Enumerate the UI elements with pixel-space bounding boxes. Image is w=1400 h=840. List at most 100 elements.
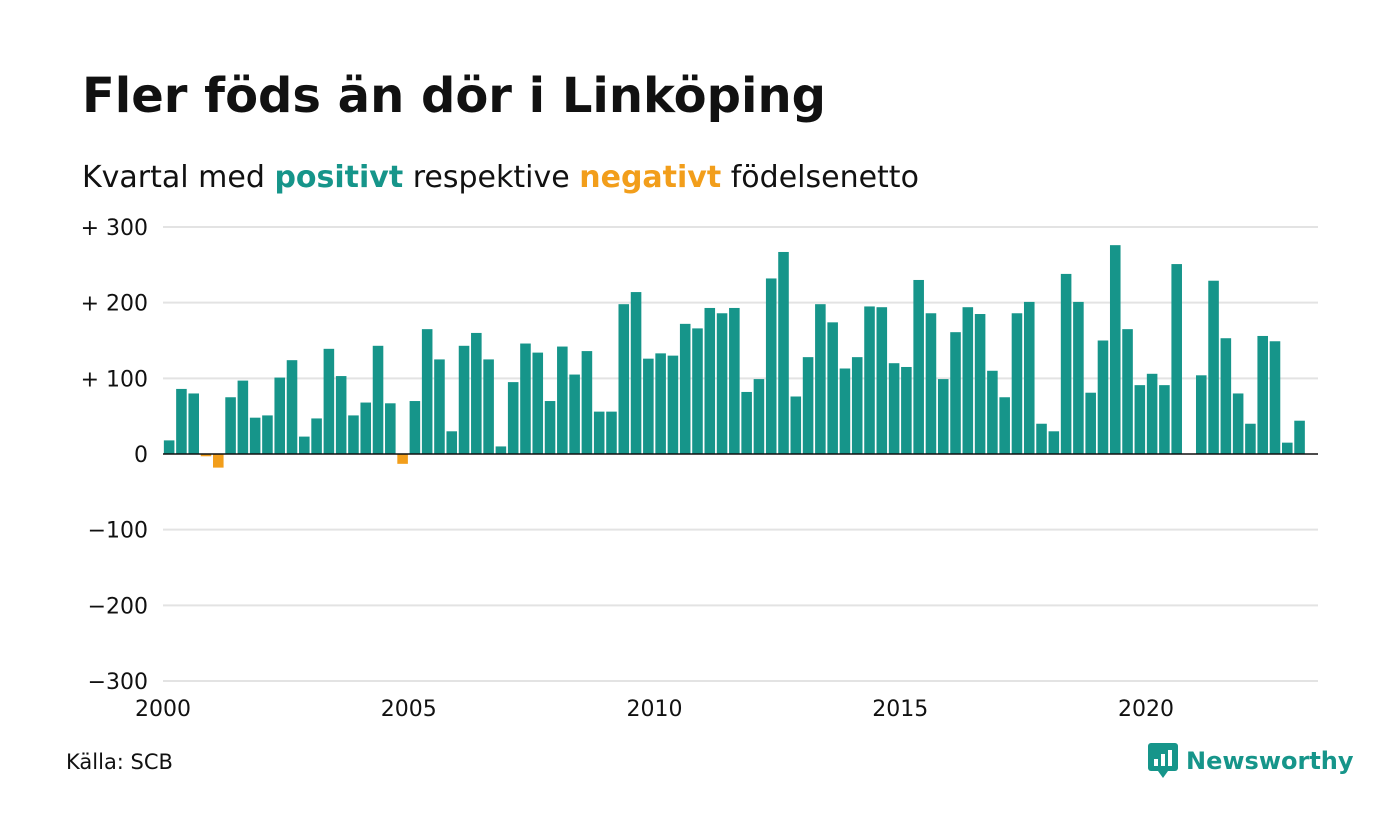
- bar-positive: [655, 353, 666, 454]
- x-tick-label: 2005: [381, 697, 437, 722]
- bar-negative: [213, 454, 224, 468]
- y-tick-label: −100: [88, 519, 148, 544]
- bar-positive: [999, 397, 1010, 454]
- y-tick-label: + 300: [81, 216, 148, 241]
- bar-positive: [987, 370, 998, 454]
- bar-positive: [311, 418, 322, 454]
- bar-positive: [618, 304, 630, 454]
- bar-positive: [888, 363, 900, 454]
- bar-positive: [1134, 385, 1146, 454]
- chart-title: Fler föds än dör i Linköping: [82, 68, 826, 124]
- bar-positive: [1232, 393, 1244, 454]
- bar-positive: [1294, 420, 1305, 454]
- bar-positive: [188, 393, 200, 454]
- bar-positive: [962, 307, 974, 454]
- bar-positive: [237, 380, 249, 454]
- x-tick-label: 2015: [872, 697, 928, 722]
- bar-positive: [569, 374, 580, 454]
- bar-positive: [778, 251, 789, 454]
- bar-positive: [864, 306, 875, 454]
- bar-positive: [1097, 340, 1109, 454]
- bar-positive: [839, 368, 851, 454]
- bar-positive: [716, 313, 728, 454]
- bar-positive: [1208, 280, 1219, 454]
- bar-positive: [163, 440, 175, 454]
- bar-positive: [335, 376, 347, 454]
- y-tick-label: + 200: [81, 292, 148, 317]
- chart-subtitle: Kvartal med positivt respektive negativt…: [82, 160, 919, 195]
- bar-positive: [1023, 301, 1035, 454]
- brand-name: Newsworthy: [1186, 747, 1354, 775]
- bar-positive: [557, 346, 568, 454]
- bar-positive: [323, 348, 335, 454]
- bar-positive: [372, 345, 384, 454]
- bar-positive: [176, 388, 187, 454]
- bar-positive: [815, 304, 826, 454]
- bar-positive: [520, 343, 531, 454]
- bar-positive: [1048, 431, 1060, 454]
- subtitle-text-middle: respektive: [412, 160, 570, 195]
- bar-positive: [827, 322, 838, 454]
- bar-positive: [249, 417, 261, 454]
- bar-positive: [913, 279, 924, 454]
- y-tick-label: 0: [134, 443, 148, 468]
- bar-positive: [458, 345, 470, 454]
- bar-positive: [901, 366, 912, 454]
- bar-positive: [434, 359, 445, 454]
- bar-positive: [1269, 341, 1281, 454]
- bar-positive: [471, 332, 482, 454]
- bar-positive: [225, 397, 236, 454]
- subtitle-negative-label: negativt: [579, 160, 722, 195]
- bar-positive: [937, 379, 949, 454]
- bar-positive: [851, 357, 863, 454]
- subtitle-text-end: födelsenetto: [730, 160, 919, 195]
- bar-positive: [409, 401, 421, 454]
- bar-positive: [1171, 264, 1182, 454]
- bar-positive: [1122, 329, 1133, 454]
- bar-positive: [1195, 375, 1207, 454]
- bar-positive: [1036, 423, 1047, 454]
- bar-positive: [483, 359, 494, 454]
- bar-positive: [679, 323, 691, 454]
- bar-positive: [1109, 245, 1121, 454]
- bar-positive: [593, 411, 605, 454]
- bar-positive: [299, 436, 310, 454]
- bar-positive: [446, 431, 458, 454]
- subtitle-text-start: Kvartal med: [82, 160, 265, 195]
- newsworthy-logo-icon: [1148, 743, 1178, 778]
- bar-positive: [274, 377, 286, 454]
- bar-positive: [1159, 385, 1170, 454]
- bar-positive: [1257, 335, 1268, 454]
- bar-positive: [1073, 301, 1084, 454]
- y-tick-label: −200: [88, 594, 148, 619]
- bar-positive: [704, 307, 716, 454]
- x-tick-label: 2010: [626, 697, 682, 722]
- bar-negative: [200, 454, 212, 457]
- bar-positive: [581, 351, 593, 454]
- bar-positive: [802, 357, 814, 454]
- bar-positive: [741, 391, 752, 454]
- bar-negative: [397, 454, 408, 464]
- bar-positive: [544, 401, 556, 454]
- bar-positive: [667, 355, 679, 454]
- bar-positive: [1220, 338, 1232, 454]
- bar-positive: [950, 332, 961, 454]
- bar-positive: [1281, 442, 1293, 454]
- bar-positive: [643, 358, 654, 454]
- subtitle-positive-label: positivt: [274, 160, 404, 195]
- source-note: Källa: SCB: [66, 750, 173, 774]
- bar-positive: [348, 415, 359, 454]
- bar-positive: [753, 379, 765, 454]
- bar-positive: [1011, 313, 1023, 454]
- bar-positive: [974, 314, 986, 454]
- x-tick-label: 2000: [135, 697, 191, 722]
- bar-positive: [1085, 392, 1096, 454]
- bar-positive: [532, 352, 544, 454]
- x-tick-label: 2020: [1118, 697, 1174, 722]
- y-tick-label: + 100: [81, 367, 148, 392]
- bar-positive: [765, 278, 777, 454]
- bar-positive: [1146, 373, 1158, 454]
- bar-positive: [925, 313, 937, 454]
- brand-logo: Newsworthy: [1148, 743, 1354, 779]
